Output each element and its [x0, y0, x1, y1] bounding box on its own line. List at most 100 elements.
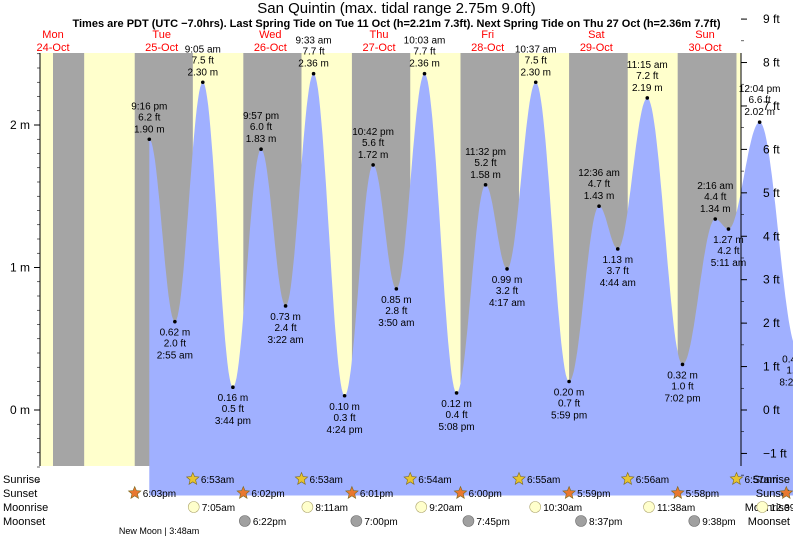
tide-time-label: 4:44 am [600, 278, 636, 289]
tide-extreme-point [200, 80, 205, 85]
moonset-icon [239, 515, 251, 527]
moonrise-icon [187, 501, 200, 513]
tide-m-label: 0.43 m [782, 355, 793, 366]
sunrise-icon [729, 471, 744, 485]
new-moon-note: New Moon | 3:48am [119, 526, 199, 536]
left-tick-label: 1 m [10, 261, 30, 275]
tide-ft-label: 3.7 ft [607, 266, 629, 277]
tide-extreme-point [342, 393, 347, 398]
sunset-icon [344, 485, 359, 499]
tide-ft-label: 7.5 ft [525, 55, 547, 66]
moonset-time: 7:00pm [364, 517, 397, 528]
tide-extreme-point [231, 385, 235, 390]
day-date: 28-Oct [471, 42, 504, 54]
sunrise-time: 6:57am [744, 475, 777, 486]
sunset-icon [562, 485, 577, 499]
left-tick-label: 2 m [10, 118, 30, 132]
day-date: 26-Oct [254, 42, 287, 54]
sunrise-icon [620, 471, 635, 485]
moonrise-time: 10:30am [543, 503, 582, 514]
tide-extreme-point [505, 267, 509, 271]
moonrise-icon [415, 501, 428, 513]
tide-m-label: 1.83 m [246, 134, 277, 145]
sunset-time: 6:02pm [251, 489, 284, 500]
tide-ft-label: 1.4 ft [786, 366, 793, 377]
row-label-right: Sunrise [753, 474, 790, 486]
tide-m-label: 1.90 m [134, 124, 165, 135]
moonset-icon [350, 515, 363, 527]
tide-m-label: 2.36 m [409, 59, 440, 70]
sunrise-icon [403, 471, 418, 485]
sunrise-icon [512, 471, 526, 485]
left-tick-label: 0 m [10, 403, 30, 417]
chart-title: San Quintin (max. tidal range 2.75m 9.0f… [257, 0, 536, 17]
tide-ft-label: 3.2 ft [496, 286, 518, 297]
tide-extreme-point [173, 319, 177, 324]
tide-extreme-point [394, 287, 399, 291]
tide-m-label: 2.30 m [520, 67, 551, 78]
tide-extreme-point [259, 147, 263, 152]
tide-ft-label: 2.8 ft [385, 306, 407, 317]
tide-ft-label: 2.4 ft [274, 323, 296, 334]
tide-m-label: 1.13 m [602, 255, 633, 266]
tide-extreme-point [567, 379, 571, 384]
tide-m-label: 0.12 m [441, 399, 472, 410]
tide-extreme-point [533, 80, 538, 85]
right-tick-label: 8 ft [763, 56, 780, 70]
tide-time-label: 3:44 pm [215, 416, 251, 427]
sunset-icon [453, 485, 468, 499]
right-tick-label: 6 ft [763, 142, 780, 156]
tide-extreme-point [483, 183, 488, 187]
tide-extreme-point [757, 120, 762, 124]
sunrise-time: 6:54am [418, 475, 451, 486]
tide-ft-label: 0.5 ft [222, 404, 244, 415]
tide-ft-label: 0.7 ft [558, 399, 580, 410]
tide-extreme-point [371, 163, 375, 167]
tide-time-label: 9:57 pm [243, 111, 279, 122]
right-tick-label: 2 ft [763, 316, 780, 330]
tide-m-label: 2.36 m [298, 59, 329, 70]
tide-ft-label: 6.0 ft [250, 122, 272, 133]
sunset-icon [127, 485, 142, 499]
tide-ft-label: 0.4 ft [445, 410, 467, 421]
moonset-icon [575, 515, 587, 527]
tide-time-label: 10:42 pm [352, 127, 394, 138]
tide-time-label: 11:15 am [627, 60, 668, 71]
right-tick-label: 5 ft [763, 186, 780, 200]
tide-time-label: 9:33 am [296, 36, 332, 47]
day-date: 30-Oct [688, 42, 721, 54]
day-name: Tue [152, 29, 171, 41]
tide-ft-label: 4.7 ft [588, 179, 610, 190]
sunrise-time: 6:53am [201, 475, 234, 486]
tide-time-label: 4:17 am [489, 298, 525, 309]
night-band [53, 53, 85, 466]
tide-time-label: 7:02 pm [664, 393, 700, 404]
tide-ft-label: 0.3 ft [333, 413, 355, 424]
right-tick-label: 7 ft [763, 99, 780, 113]
right-tick-label: 3 ft [763, 273, 780, 287]
tide-extreme-point [283, 304, 288, 308]
tide-m-label: 0.32 m [667, 370, 698, 381]
day-name: Fri [481, 29, 494, 41]
tide-m-label: 1.34 m [700, 204, 731, 215]
tide-ft-label: 2.0 ft [164, 339, 186, 350]
row-label-left: Sunrise [3, 474, 40, 486]
tide-ft-label: 6.2 ft [138, 112, 160, 123]
tide-m-label: 0.16 m [218, 393, 249, 404]
tide-m-label: 0.62 m [160, 328, 191, 339]
tide-time-label: 5:59 pm [551, 411, 587, 422]
tide-ft-label: 5.6 ft [362, 138, 384, 149]
sunrise-time: 6:55am [527, 475, 560, 486]
right-tick-label: −1 ft [763, 446, 787, 460]
moonrise-time: 8:11am [315, 503, 348, 514]
right-tick-label: 1 ft [763, 360, 780, 374]
sunset-time: 6:00pm [469, 489, 502, 500]
tide-time-label: 3:22 am [268, 335, 304, 346]
moonset-time: 8:37pm [589, 517, 622, 528]
day-date: 24-Oct [36, 42, 69, 54]
day-date: 29-Oct [580, 42, 613, 54]
tide-time-label: 5:08 pm [439, 422, 475, 433]
moonrise-time: 9:20am [429, 503, 462, 514]
tide-time-label: 2:16 am [697, 181, 733, 192]
tide-m-label: 0.99 m [492, 275, 523, 286]
